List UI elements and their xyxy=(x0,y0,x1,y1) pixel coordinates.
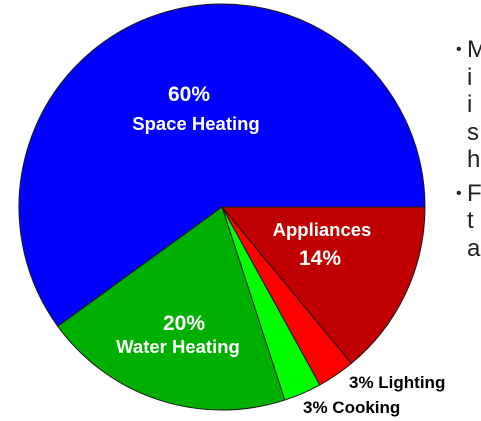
label-lighting: 3% Lighting xyxy=(349,373,445,392)
label-cooking: 3% Cooking xyxy=(303,398,400,417)
label-space-heating-value: 60% xyxy=(168,83,210,106)
bullet-text: i xyxy=(467,91,473,118)
bullet-text: F xyxy=(467,179,481,207)
pie-slices xyxy=(18,3,426,411)
pie-slice-appliances xyxy=(220,206,426,365)
bullet-dot: • xyxy=(456,41,462,58)
bullet-text: a xyxy=(467,234,481,262)
pie-slice-water-heating xyxy=(57,206,286,411)
bullet-text: h xyxy=(467,146,481,173)
bullet-text: t xyxy=(467,207,474,234)
bullet-text: s xyxy=(467,118,479,146)
label-appliances-value: 14% xyxy=(299,247,341,270)
slide-bullets: • M i i s h • F t a xyxy=(456,36,481,262)
bullet-dot: • xyxy=(456,184,462,202)
pie-slice-space-heating xyxy=(18,3,426,328)
bullet-item-2: • F t a xyxy=(456,180,481,263)
label-appliances-name: Appliances xyxy=(273,219,372,240)
bullet-text: M xyxy=(467,36,481,63)
bullet-item-1: • M i i s h xyxy=(456,36,481,174)
label-water-heating-value: 20% xyxy=(163,312,205,335)
label-water-heating-name: Water Heating xyxy=(116,336,240,357)
bullet-text: i xyxy=(467,63,473,91)
label-space-heating-name: Space Heating xyxy=(132,113,260,134)
